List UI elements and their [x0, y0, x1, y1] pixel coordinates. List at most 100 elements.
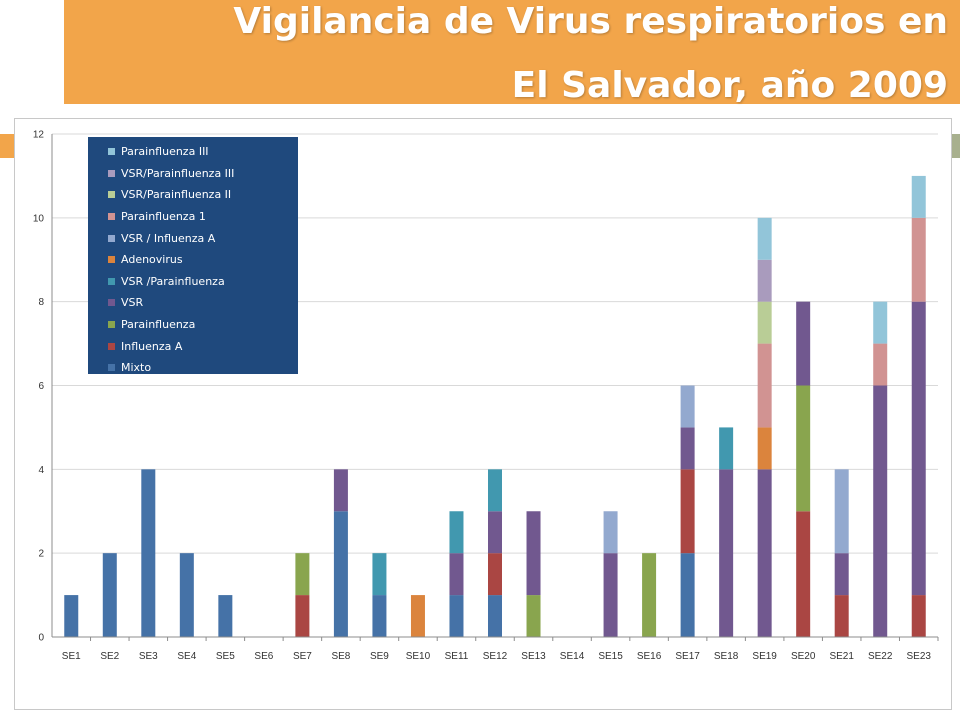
bar-segment-SE17-influenza-a [680, 469, 695, 554]
y-tick-label: 12 [33, 130, 45, 141]
x-tick-label-se16: SE16 [637, 651, 662, 662]
bar-segment-SE15-vsr-influenza-a [603, 511, 618, 554]
legend-swatch [108, 364, 115, 372]
bar-segment-SE12-mixto [488, 595, 502, 637]
legend-label: VSR/Parainfluenza II [121, 188, 232, 202]
legend-label: Mixto [121, 361, 152, 375]
bar-segment-SE11-mixto [449, 595, 464, 637]
bar-segment-SE13-parainfluenza [526, 595, 541, 637]
bar-segment-SE22-vsr [873, 385, 888, 637]
legend-label: Parainfluenza [121, 318, 196, 332]
y-tick-label: 4 [38, 465, 44, 476]
x-tick-label-se6: SE6 [254, 651, 273, 662]
bar-segment-SE20-vsr [796, 301, 811, 386]
x-tick-label-se2: SE2 [100, 651, 119, 662]
bar-segment-SE12-vsr-parainfluenza [488, 469, 502, 512]
bar-segment-SE17-vsr-influenza-a [680, 385, 695, 428]
legend-label: VSR [121, 296, 144, 310]
bar-segment-SE20-influenza-a [796, 511, 811, 637]
x-tick-label-se22: SE22 [868, 651, 893, 662]
x-tick-label-se9: SE9 [370, 651, 389, 662]
legend-item: Mixto [108, 357, 298, 379]
y-tick-label: 6 [38, 381, 44, 392]
bar-segment-SE16-parainfluenza [642, 553, 657, 637]
legend-label: Parainfluenza 1 [121, 210, 206, 224]
bar-segment-SE19-vsr-parainfluenza-ii [757, 301, 772, 344]
bar-segment-SE23-vsr [911, 301, 926, 596]
x-tick-label-se13: SE13 [521, 651, 546, 662]
bar-segment-SE4-mixto [179, 553, 194, 637]
legend-swatch [108, 234, 115, 242]
x-tick-label-se17: SE17 [675, 651, 700, 662]
legend-item: VSR / Influenza A [108, 227, 298, 249]
y-tick-label: 10 [33, 213, 45, 224]
bar-segment-SE13-vsr [526, 511, 541, 596]
bar-segment-SE7-parainfluenza [295, 553, 310, 596]
legend-swatch [108, 148, 115, 156]
legend-swatch [108, 169, 115, 177]
bar-segment-SE19-vsr-parainfluenza-iii [757, 259, 772, 302]
bar-segment-SE18-vsr [719, 469, 734, 637]
legend-label: Parainfluenza III [121, 145, 209, 159]
title-banner: Vigilancia de Virus respiratorios en El … [64, 0, 960, 106]
legend-label: VSR /Parainfluenza [121, 274, 225, 288]
bar-segment-SE19-parainfluenza-iii [757, 217, 772, 260]
bar-segment-SE22-parainfluenza-1 [873, 343, 888, 386]
legend-item: VSR /Parainfluenza [108, 271, 298, 293]
bar-segment-SE8-vsr [333, 469, 348, 512]
bar-segment-SE12-vsr [488, 511, 502, 554]
x-tick-label-se15: SE15 [598, 651, 623, 662]
bar-segment-SE9-vsr-parainfluenza [372, 553, 387, 596]
x-tick-label-se11: SE11 [445, 651, 469, 662]
legend-item: Influenza A [108, 335, 298, 357]
legend-swatch [108, 299, 115, 307]
legend-swatch [108, 191, 115, 199]
legend-label: VSR / Influenza A [121, 231, 216, 245]
legend-item: Parainfluenza [108, 314, 298, 336]
bar-segment-SE19-adenovirus [757, 427, 772, 470]
legend-item: Adenovirus [108, 249, 298, 271]
bar-segment-SE19-parainfluenza-1 [757, 343, 772, 428]
chart-legend: Parainfluenza III VSR/Parainfluenza III VS… [88, 137, 298, 374]
x-tick-label-se3: SE3 [139, 651, 158, 662]
bar-segment-SE10-adenovirus [410, 595, 425, 637]
bar-segment-SE20-parainfluenza [796, 385, 811, 512]
x-tick-label-se10: SE10 [406, 651, 431, 662]
legend-swatch [108, 213, 115, 221]
bar-segment-SE2-mixto [102, 553, 117, 637]
bar-segment-SE1-mixto [64, 595, 79, 637]
y-tick-label: 0 [38, 633, 44, 644]
legend-item: VSR/Parainfluenza III [108, 163, 298, 185]
legend-item: Parainfluenza 1 [108, 206, 298, 228]
legend-item: VSR/Parainfluenza II [108, 184, 298, 206]
x-tick-label-se14: SE14 [560, 651, 585, 662]
x-tick-label-se4: SE4 [177, 651, 196, 662]
bar-segment-SE19-vsr [757, 469, 772, 637]
legend-item: Parainfluenza III [108, 141, 298, 163]
x-tick-label-se20: SE20 [791, 651, 816, 662]
bar-segment-SE3-mixto [141, 469, 156, 637]
bar-segment-SE5-mixto [218, 595, 233, 637]
bar-segment-SE23-influenza-a [911, 595, 926, 637]
x-tick-label-se8: SE8 [331, 651, 350, 662]
bar-segment-SE23-parainfluenza-1 [911, 217, 926, 302]
x-tick-label-se5: SE5 [216, 651, 235, 662]
x-tick-label-se12: SE12 [483, 651, 508, 662]
bar-segment-SE23-parainfluenza-iii [911, 175, 926, 218]
x-tick-label-se21: SE21 [829, 651, 854, 662]
bar-segment-SE12-influenza-a [488, 553, 502, 596]
legend-label: Influenza A [121, 339, 183, 353]
bar-segment-SE17-mixto [680, 553, 695, 637]
y-tick-label: 8 [38, 297, 44, 308]
legend-swatch [108, 277, 115, 285]
bar-segment-SE11-vsr-parainfluenza [449, 511, 464, 554]
bar-segment-SE8-mixto [333, 511, 348, 637]
x-tick-label-se7: SE7 [293, 651, 312, 662]
legend-swatch [108, 342, 115, 350]
bar-segment-SE7-influenza-a [295, 595, 310, 637]
bar-segment-SE15-vsr [603, 553, 618, 637]
bar-segment-SE9-mixto [372, 595, 387, 637]
bar-segment-SE17-vsr [680, 427, 695, 470]
page-title-line-1: Vigilancia de Virus respiratorios en [233, 1, 948, 42]
